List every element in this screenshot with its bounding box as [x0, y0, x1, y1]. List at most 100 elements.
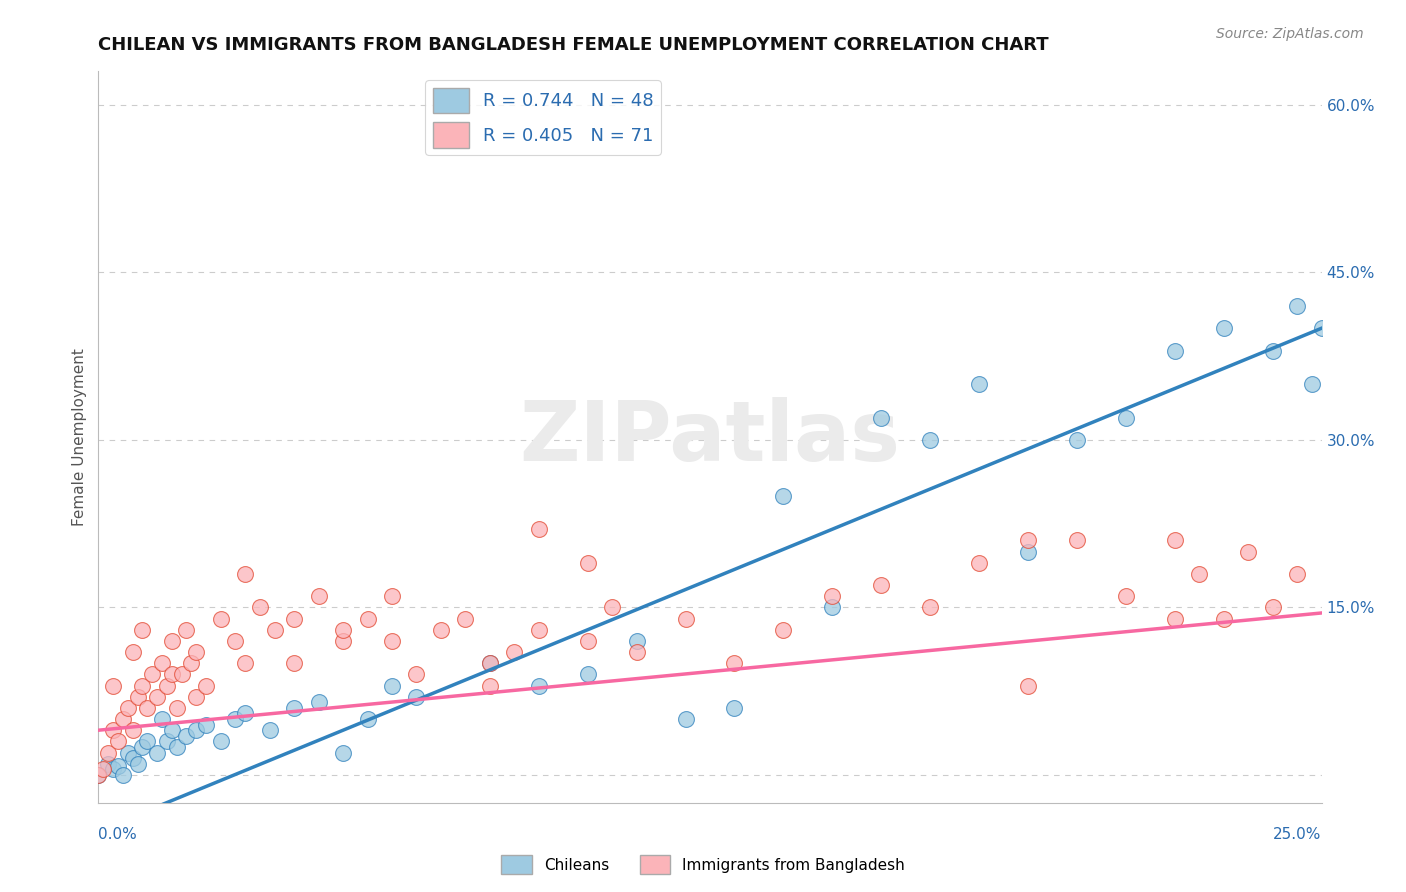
Point — [430, 623, 453, 637]
Point — [723, 701, 745, 715]
Point — [1066, 433, 1088, 447]
Point — [101, 679, 124, 693]
Point — [117, 746, 139, 760]
Point — [111, 712, 134, 726]
Point — [209, 611, 232, 625]
Point — [1212, 321, 1234, 335]
Point — [1286, 566, 1309, 581]
Point — [967, 377, 990, 392]
Point — [1286, 299, 1309, 313]
Point — [160, 633, 183, 648]
Point — [332, 746, 354, 760]
Point — [723, 657, 745, 671]
Point — [503, 645, 526, 659]
Point — [121, 751, 143, 765]
Text: 25.0%: 25.0% — [1274, 828, 1322, 842]
Point — [136, 734, 159, 748]
Point — [283, 611, 305, 625]
Point — [478, 657, 501, 671]
Point — [150, 712, 173, 726]
Text: 0.0%: 0.0% — [98, 828, 138, 842]
Point — [186, 723, 208, 738]
Point — [821, 600, 844, 615]
Point — [87, 768, 110, 782]
Point — [870, 578, 893, 592]
Point — [263, 623, 285, 637]
Point — [920, 433, 942, 447]
Point — [405, 667, 427, 681]
Point — [1115, 410, 1137, 425]
Point — [1188, 566, 1211, 581]
Point — [107, 759, 129, 773]
Point — [1164, 343, 1187, 358]
Legend: R = 0.744   N = 48, R = 0.405   N = 71: R = 0.744 N = 48, R = 0.405 N = 71 — [426, 80, 661, 155]
Point — [527, 623, 550, 637]
Point — [1310, 321, 1333, 335]
Point — [180, 657, 202, 671]
Point — [478, 657, 501, 671]
Point — [101, 762, 124, 776]
Point — [160, 723, 183, 738]
Point — [478, 679, 501, 693]
Point — [675, 712, 697, 726]
Point — [224, 712, 246, 726]
Point — [527, 522, 550, 536]
Point — [195, 717, 218, 731]
Text: CHILEAN VS IMMIGRANTS FROM BANGLADESH FEMALE UNEMPLOYMENT CORRELATION CHART: CHILEAN VS IMMIGRANTS FROM BANGLADESH FE… — [98, 36, 1049, 54]
Point — [1017, 679, 1039, 693]
Point — [209, 734, 232, 748]
Point — [87, 768, 110, 782]
Point — [150, 657, 173, 671]
Point — [332, 633, 354, 648]
Point — [233, 566, 256, 581]
Point — [527, 679, 550, 693]
Point — [107, 734, 129, 748]
Point — [772, 623, 794, 637]
Point — [332, 623, 354, 637]
Point — [576, 667, 599, 681]
Point — [356, 712, 378, 726]
Point — [121, 645, 143, 659]
Point — [381, 633, 404, 648]
Point — [1066, 533, 1088, 548]
Point — [141, 667, 163, 681]
Point — [170, 667, 193, 681]
Point — [97, 756, 120, 771]
Point — [111, 768, 134, 782]
Point — [772, 489, 794, 503]
Legend: Chileans, Immigrants from Bangladesh: Chileans, Immigrants from Bangladesh — [495, 849, 911, 880]
Point — [176, 729, 198, 743]
Point — [156, 734, 179, 748]
Point — [233, 657, 256, 671]
Point — [1164, 611, 1187, 625]
Point — [356, 611, 378, 625]
Text: Source: ZipAtlas.com: Source: ZipAtlas.com — [1216, 27, 1364, 41]
Point — [381, 679, 404, 693]
Point — [308, 589, 330, 603]
Point — [454, 611, 477, 625]
Point — [195, 679, 218, 693]
Point — [1017, 533, 1039, 548]
Point — [381, 589, 404, 603]
Point — [1212, 611, 1234, 625]
Point — [146, 746, 169, 760]
Point — [186, 645, 208, 659]
Point — [259, 723, 281, 738]
Point — [186, 690, 208, 704]
Point — [121, 723, 143, 738]
Point — [821, 589, 844, 603]
Point — [1301, 377, 1323, 392]
Point — [166, 701, 188, 715]
Point — [283, 657, 305, 671]
Point — [127, 690, 149, 704]
Point — [308, 695, 330, 709]
Point — [233, 706, 256, 721]
Point — [176, 623, 198, 637]
Point — [249, 600, 271, 615]
Point — [131, 623, 153, 637]
Point — [166, 739, 188, 754]
Point — [870, 410, 893, 425]
Text: ZIPatlas: ZIPatlas — [520, 397, 900, 477]
Point — [1164, 533, 1187, 548]
Point — [127, 756, 149, 771]
